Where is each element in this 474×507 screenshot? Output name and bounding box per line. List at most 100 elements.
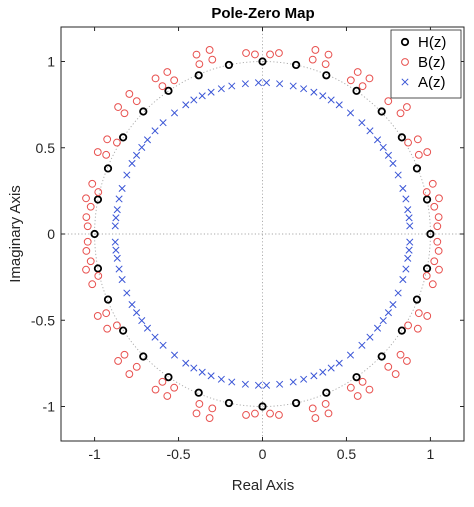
pole-marker <box>254 381 263 389</box>
x-stroke <box>402 265 410 273</box>
zero-marker <box>208 404 217 413</box>
x-stroke <box>128 300 136 309</box>
x-stroke <box>327 96 335 104</box>
pole-zero-chart: Pole-Zero Map -1 -0.5 0 0.5 1 -1 -0.5 0 0.5 1 Re… <box>7 5 465 493</box>
x-stroke <box>335 101 343 109</box>
series-az <box>111 79 414 389</box>
legend-label: A(z) <box>418 74 446 91</box>
zero-marker <box>224 60 234 70</box>
x-stroke <box>406 222 414 230</box>
pole-marker <box>123 289 131 297</box>
x-stroke <box>319 92 327 100</box>
x-stroke <box>190 96 198 104</box>
x-stroke <box>143 324 152 332</box>
zero-marker <box>275 411 283 419</box>
pole-marker <box>115 195 123 203</box>
x-stroke <box>254 79 263 87</box>
x-stroke <box>366 333 374 341</box>
pole-marker <box>276 80 284 88</box>
x-stroke <box>228 378 236 386</box>
x-stroke <box>170 109 179 117</box>
pole-marker <box>159 119 167 127</box>
zero-marker <box>426 229 435 239</box>
zero-marker <box>414 309 423 318</box>
pole-marker <box>217 375 225 383</box>
zero-marker <box>414 150 423 159</box>
pole-marker <box>143 136 152 144</box>
zero-marker <box>413 324 422 333</box>
x-stroke <box>123 171 131 179</box>
x-stroke <box>394 289 402 297</box>
zero-marker <box>435 194 443 203</box>
y-ticks: -1 -0.5 0 0.5 1 <box>31 54 464 415</box>
y-tick-label: -1 <box>43 399 56 415</box>
zero-marker <box>82 194 90 203</box>
zero-marker <box>163 392 172 400</box>
zero-marker <box>430 257 439 266</box>
pole-marker <box>289 378 297 386</box>
pole-marker <box>389 300 397 309</box>
zero-marker <box>88 179 97 188</box>
x-stroke <box>182 359 190 367</box>
pole-marker <box>373 136 382 144</box>
zero-marker <box>120 350 129 359</box>
zero-marker <box>251 409 259 418</box>
zero-marker <box>412 295 422 304</box>
pole-marker <box>327 364 335 372</box>
pole-marker <box>384 309 392 317</box>
x-stroke <box>406 238 414 246</box>
zero-marker <box>86 257 95 266</box>
pole-marker <box>335 101 343 109</box>
x-stroke <box>394 171 402 179</box>
x-stroke <box>217 375 225 383</box>
zero-marker <box>82 213 91 221</box>
zero-marker <box>83 237 92 246</box>
zero-marker <box>242 49 250 57</box>
x-stroke <box>319 368 327 376</box>
pole-marker <box>405 246 413 254</box>
x-stroke <box>384 309 392 317</box>
zero-marker <box>384 362 393 371</box>
pole-marker <box>406 222 414 230</box>
pole-marker <box>151 127 159 135</box>
zero-marker <box>113 321 121 330</box>
pole-marker <box>123 171 131 179</box>
y-axis-label: Imaginary Axis <box>7 185 24 283</box>
pole-marker <box>399 275 407 284</box>
pole-marker <box>394 289 402 297</box>
zero-marker <box>391 370 400 378</box>
x-stroke <box>115 265 123 273</box>
x-stroke <box>379 143 387 151</box>
unit-circle <box>94 61 431 407</box>
zero-marker <box>266 409 274 418</box>
pole-marker <box>159 341 167 349</box>
zero-marker <box>321 60 330 68</box>
zero-marker <box>396 350 405 359</box>
y-tick-label: 1 <box>47 54 55 70</box>
x-tick-label: 1 <box>427 446 435 462</box>
pole-marker <box>241 380 249 388</box>
zero-marker <box>352 373 361 382</box>
zero-marker <box>346 383 355 392</box>
x-stroke <box>346 351 355 359</box>
zero-marker <box>192 50 201 59</box>
x-stroke <box>170 351 179 359</box>
zero-marker <box>353 392 362 400</box>
zero-marker <box>125 370 134 378</box>
pole-marker <box>379 317 387 325</box>
zero-marker <box>194 71 203 80</box>
x-stroke <box>198 368 206 376</box>
zero-marker <box>90 229 99 239</box>
pole-marker <box>118 275 126 284</box>
legend: H(z) B(z) A(z) <box>390 29 462 99</box>
zero-marker <box>346 76 355 85</box>
zero-marker <box>120 109 129 118</box>
zero-marker <box>114 357 122 365</box>
x-stroke <box>289 82 297 90</box>
zero-marker <box>422 195 432 204</box>
zero-marker <box>396 109 405 118</box>
zero-marker <box>93 264 103 273</box>
x-stroke <box>310 372 318 380</box>
x-stroke <box>262 79 271 87</box>
pole-marker <box>118 184 126 193</box>
